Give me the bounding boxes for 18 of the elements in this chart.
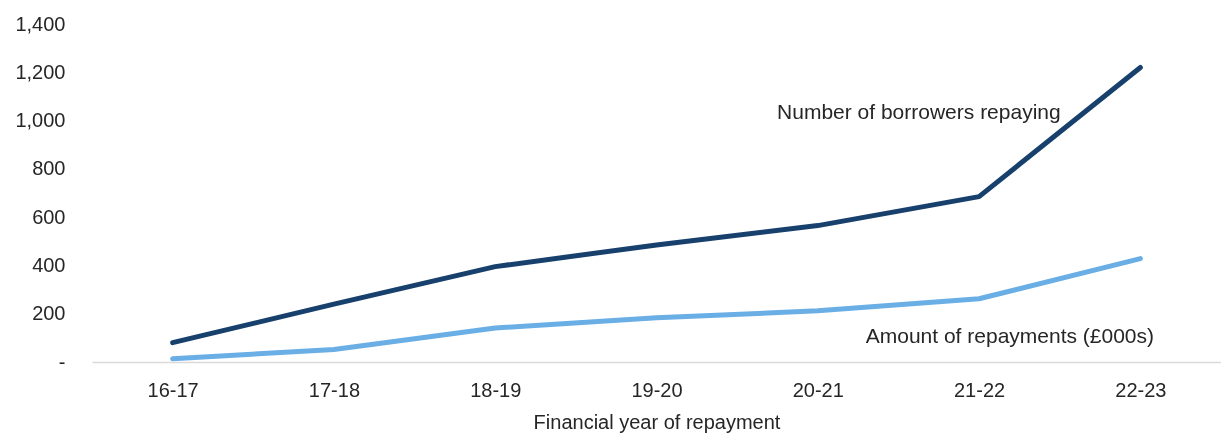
x-tick-label: 16-17 (147, 378, 199, 401)
x-tick-label: 22-23 (1115, 378, 1167, 401)
series-label: Amount of repayments (£000s) (865, 323, 1155, 347)
x-tick-label: 19-20 (631, 378, 683, 401)
x-tick-label: 20-21 (792, 378, 844, 401)
y-tick-label: 800 (32, 157, 66, 180)
y-tick-label: 1,200 (15, 60, 66, 83)
y-tick-label: 600 (32, 205, 66, 228)
x-tick-label: 17-18 (308, 378, 361, 401)
y-tick-label: 200 (32, 302, 66, 325)
x-axis-title: Financial year of repayment (533, 410, 781, 433)
x-tick-label: 21-22 (953, 378, 1006, 401)
x-tick-label: 18-19 (470, 378, 522, 401)
y-tick-label: 400 (32, 253, 66, 276)
y-tick-label: 1,000 (15, 109, 66, 132)
y-tick-label: - (58, 350, 66, 373)
y-tick-label: 1,400 (15, 12, 66, 35)
series-label: Number of borrowers repaying (777, 99, 1061, 123)
